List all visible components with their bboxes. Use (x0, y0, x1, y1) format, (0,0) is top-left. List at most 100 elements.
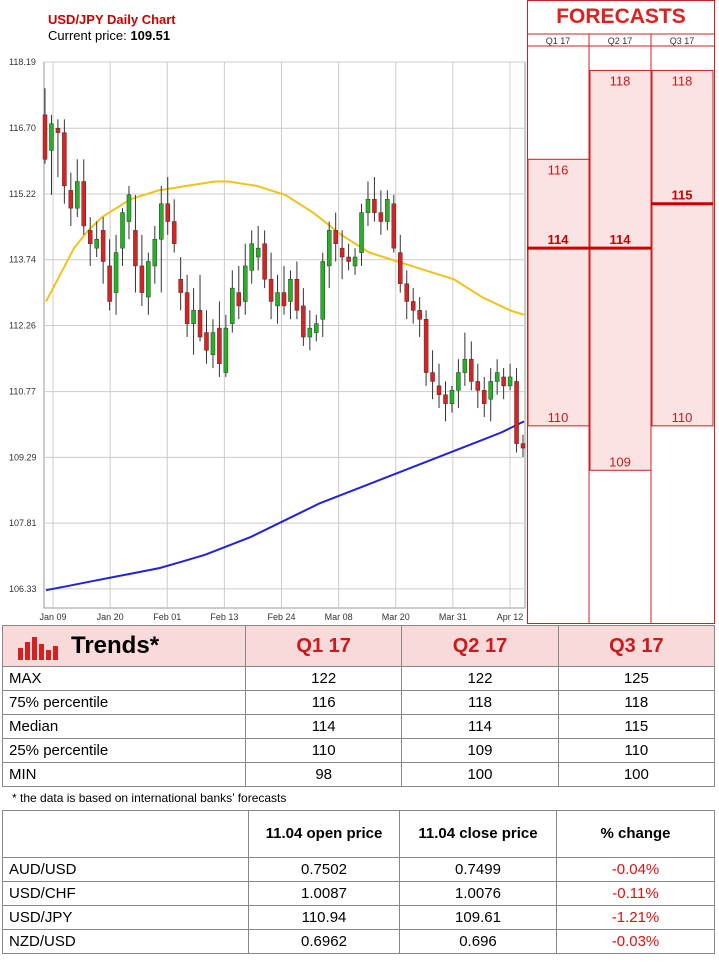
y-tick-label: 110.77 (9, 387, 36, 397)
open-price: 0.7502 (248, 857, 400, 882)
row-value: 125 (557, 666, 716, 691)
open-price: 110.94 (248, 905, 400, 930)
candle-body (242, 265, 248, 302)
close-price: 1.0076 (399, 881, 557, 906)
candle-body (262, 243, 267, 280)
y-tick-label: 107.81 (9, 518, 37, 528)
close-price: 109.61 (399, 905, 557, 930)
close-price: 0.7499 (399, 857, 557, 882)
row-value: 100 (401, 762, 559, 787)
row-value: 110 (557, 738, 716, 763)
candle-body (520, 443, 526, 449)
candle-body (391, 203, 397, 249)
row-value: 110 (244, 738, 403, 763)
y-tick-label: 116.70 (9, 123, 36, 133)
y-tick-label: 112.26 (9, 320, 36, 330)
current-price-value: 109.51 (130, 28, 171, 43)
trends-header-row: Trends* Q1 17 Q2 17 Q3 17 (2, 625, 716, 667)
table-row: 25% percentile 110 109 110 (2, 738, 716, 763)
open-price: 1.0087 (248, 881, 400, 906)
quarter-label: Q2 17 (608, 36, 633, 46)
fx-col-pair (2, 810, 249, 858)
candle-body (404, 283, 409, 302)
x-tick-label: Mar 08 (325, 612, 353, 622)
trends-col-q2: Q2 17 (401, 625, 559, 667)
forecast-low-label: 110 (672, 410, 693, 425)
candle-body (178, 278, 183, 293)
moving-average-line (45, 420, 525, 592)
candle-body (430, 372, 435, 382)
candle-body (475, 381, 481, 391)
x-tick-label: Feb 13 (210, 612, 238, 622)
current-price-label: Current price: (48, 28, 127, 43)
candle-body (365, 199, 371, 213)
percent-change: -1.21% (556, 905, 715, 930)
forecast-median-label: 114 (548, 232, 570, 247)
forecast-range-bar (589, 69, 652, 471)
candle-body (333, 230, 338, 244)
forecast-low-label: 110 (548, 410, 569, 425)
current-price: Current price: 109.51 (48, 28, 170, 43)
x-tick-label: Feb 24 (267, 612, 295, 622)
y-tick-label: 113.74 (9, 255, 36, 265)
candle-body (469, 358, 474, 382)
bar-chart-icon (18, 636, 58, 660)
candle-body (107, 265, 112, 302)
pair-name: NZD/USD (2, 929, 249, 954)
row-label: MIN (2, 762, 246, 787)
candle-body (42, 114, 48, 160)
table-row: MIN 98 100 100 (2, 762, 716, 787)
moving-average-line (45, 180, 525, 316)
close-price: 0.696 (399, 929, 557, 954)
table-row: USD/CHF 1.0087 1.0076 -0.11% (2, 881, 715, 906)
x-tick-label: Jan 09 (39, 612, 66, 622)
candle-body (210, 332, 216, 356)
table-row: Median 114 114 115 (2, 714, 716, 739)
row-value: 122 (244, 666, 403, 691)
candle-body (320, 261, 326, 320)
trends-col-q1: Q1 17 (244, 625, 403, 667)
candle-body (113, 252, 119, 293)
table-row: NZD/USD 0.6962 0.696 -0.03% (2, 929, 715, 954)
pair-name: USD/CHF (2, 881, 249, 906)
candle-body (281, 292, 287, 307)
candle-body (385, 199, 390, 222)
candle-body (255, 247, 261, 258)
candlestick-chart: 118.19 116.70 115.22 113.74 112.26 110.77 109.… (9, 57, 526, 622)
row-value: 109 (401, 738, 559, 763)
trends-col-q3: Q3 17 (557, 625, 716, 667)
candle-body (249, 243, 254, 271)
candle-body (314, 323, 319, 333)
candle-body (139, 265, 145, 293)
row-label: Median (2, 714, 246, 739)
row-value: 118 (557, 690, 716, 715)
row-value: 114 (244, 714, 403, 739)
percent-change: -0.03% (556, 929, 715, 954)
candle-body (133, 230, 138, 267)
candle-body (165, 203, 170, 222)
percent-change: -0.04% (556, 857, 715, 882)
candle-body (87, 230, 93, 244)
candle-body (456, 372, 461, 391)
table-row: USD/JPY 110.94 109.61 -1.21% (2, 905, 715, 930)
candle-body (307, 327, 313, 338)
candle-body (159, 203, 164, 240)
candle-body (146, 261, 151, 298)
pair-name: USD/JPY (2, 905, 249, 930)
candle-body (81, 181, 87, 227)
candle-body (294, 278, 300, 311)
candle-body (301, 305, 306, 338)
forecast-median-label: 115 (672, 188, 693, 203)
fx-col-close: 11.04 close price (399, 810, 557, 858)
candle-body (94, 239, 99, 249)
y-tick-label: 118.19 (9, 57, 36, 67)
x-tick-label: Apr 12 (497, 612, 524, 622)
plot-frame (43, 61, 526, 609)
candle-body (494, 372, 500, 382)
quarter-label: Q1 17 (546, 36, 571, 46)
x-tick-label: Mar 31 (439, 612, 467, 622)
table-row: MAX 122 122 125 (2, 666, 716, 691)
row-label: 25% percentile (2, 738, 246, 763)
row-value: 118 (401, 690, 559, 715)
row-value: 116 (244, 690, 403, 715)
